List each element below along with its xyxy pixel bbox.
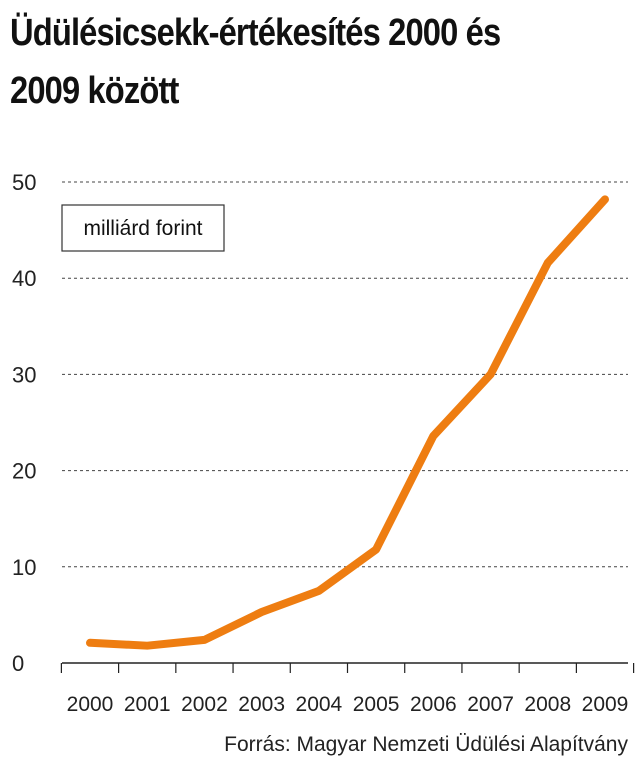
y-tick-label: 30 bbox=[12, 362, 36, 387]
x-tick-label: 2008 bbox=[524, 693, 571, 716]
y-tick-label: 40 bbox=[12, 266, 36, 291]
y-tick-label: 20 bbox=[12, 459, 36, 484]
y-tick-label: 10 bbox=[12, 555, 36, 580]
x-tick-label: 2006 bbox=[410, 693, 457, 716]
x-tick-label: 2009 bbox=[582, 693, 629, 716]
series-line bbox=[86, 195, 609, 650]
x-tick-label: 2003 bbox=[238, 693, 285, 716]
x-tick-label: 2002 bbox=[181, 693, 228, 716]
y-axis-ticks: 0 10 20 30 40 50 bbox=[12, 170, 36, 676]
x-axis: 2000 2001 2002 2003 2004 2005 2006 2007 2008 2009 bbox=[60, 662, 635, 716]
unit-label: milliárd forint bbox=[83, 217, 202, 240]
x-tick-label: 2004 bbox=[296, 693, 343, 716]
y-tick-label: 0 bbox=[12, 651, 24, 676]
gridlines bbox=[62, 181, 628, 568]
x-tick-label: 2007 bbox=[467, 693, 514, 716]
chart-title: Üdülésicsekk-értékesítés 2000 és 2009 kö… bbox=[10, 12, 501, 112]
unit-label-box: milliárd forint bbox=[61, 204, 225, 252]
x-tick-label: 2005 bbox=[353, 693, 400, 716]
unit-label-frame bbox=[61, 204, 225, 252]
y-tick-label: 50 bbox=[12, 170, 36, 195]
x-tick-label: 2000 bbox=[67, 693, 114, 716]
x-tick-label: 2001 bbox=[124, 693, 171, 716]
series bbox=[86, 195, 609, 650]
source-note: Forrás: Magyar Nemzeti Üdülési Alapítván… bbox=[224, 733, 628, 756]
